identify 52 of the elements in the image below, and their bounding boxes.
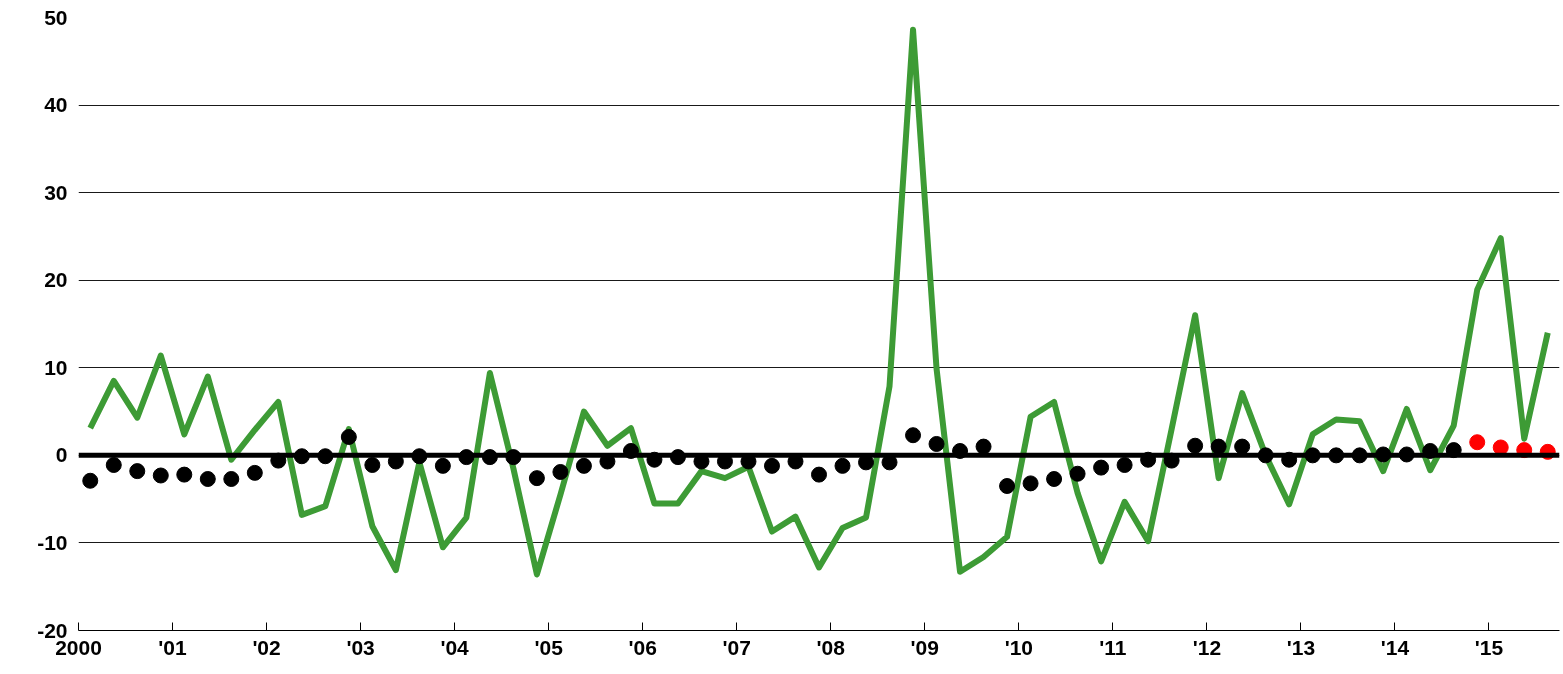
point [1469, 434, 1486, 451]
point [176, 466, 193, 483]
x-tick-label: '13 [1286, 635, 1316, 659]
y-tick-label: 50 [44, 5, 68, 29]
point [1069, 465, 1086, 482]
point [811, 466, 827, 483]
x-tick-label: '01 [158, 635, 188, 659]
point [528, 470, 545, 487]
x-tick-label: '06 [628, 635, 657, 659]
point [1116, 457, 1133, 473]
x-tick-label: '07 [722, 635, 751, 659]
point [1093, 459, 1110, 476]
x-tick-label: '05 [534, 635, 564, 659]
point [1210, 438, 1227, 455]
point [999, 478, 1016, 494]
y-tick-label: 40 [44, 93, 68, 117]
point [152, 467, 169, 484]
point [246, 464, 263, 481]
point [340, 428, 357, 445]
x-tick-label: '04 [440, 635, 470, 659]
point [905, 427, 922, 444]
point [434, 457, 451, 474]
x-tick-label: '11 [1099, 635, 1127, 659]
point [82, 472, 99, 489]
point [834, 457, 851, 474]
point [223, 471, 240, 487]
y-tick-label: 30 [44, 180, 68, 204]
point [1187, 437, 1204, 454]
x-tick-label: '03 [346, 635, 375, 659]
point [364, 457, 381, 473]
point [105, 457, 122, 473]
x-tick-label: '15 [1474, 635, 1504, 659]
point [129, 463, 146, 480]
point [928, 435, 945, 452]
y-tick-label: 20 [44, 268, 68, 292]
x-tick-label: '12 [1192, 635, 1222, 659]
x-tick-label: '14 [1380, 635, 1410, 659]
point [199, 471, 216, 487]
x-tick-label: '08 [816, 635, 846, 659]
x-tick-label: '02 [252, 635, 281, 659]
y-tick-label: 10 [44, 355, 68, 379]
point [575, 457, 592, 474]
point [1234, 438, 1251, 455]
point [1022, 475, 1039, 492]
x-tick-label: '10 [1004, 635, 1033, 659]
point [552, 464, 569, 480]
y-tick-label: 0 [55, 443, 68, 467]
point [1046, 471, 1063, 487]
y-tick-label: -10 [37, 530, 68, 554]
point [975, 438, 992, 455]
x-tick-label: '09 [910, 635, 939, 659]
point [763, 457, 780, 474]
